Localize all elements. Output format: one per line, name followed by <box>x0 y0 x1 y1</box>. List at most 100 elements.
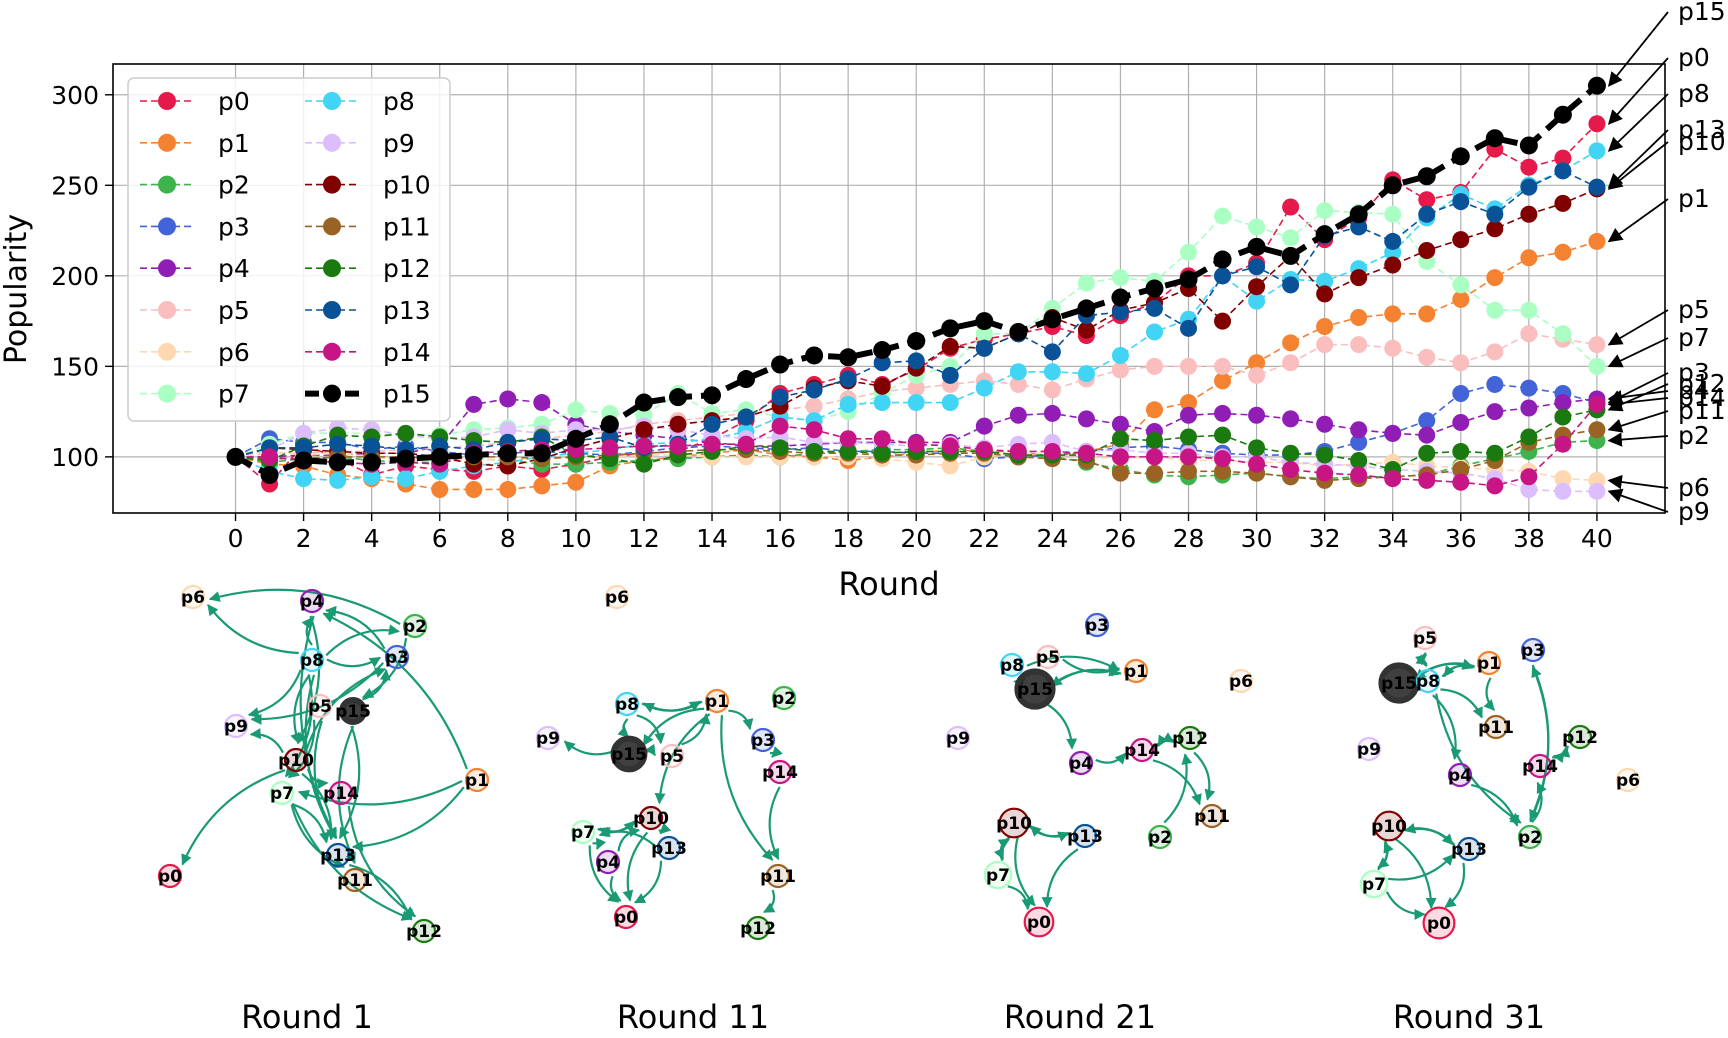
edge-p8-p5 <box>636 714 666 745</box>
node-label: p15 <box>611 745 647 765</box>
data-point-p15 <box>1247 237 1266 256</box>
data-point-p14 <box>771 417 789 435</box>
data-point-p13 <box>1554 162 1572 180</box>
data-point-p12 <box>839 442 857 460</box>
data-point-p15 <box>532 444 551 463</box>
node-p15: p15 <box>1014 668 1056 710</box>
data-point-p12 <box>1248 439 1266 457</box>
data-point-p10 <box>669 415 687 433</box>
data-point-p15 <box>294 451 313 470</box>
node-label: p13 <box>1067 827 1103 847</box>
node-label: p13 <box>320 846 356 866</box>
node-p6: p6 <box>1615 767 1641 793</box>
node-p3: p3 <box>1520 637 1546 663</box>
legend-frame <box>127 77 451 422</box>
data-point-p13 <box>703 415 721 433</box>
edge-p15-p9 <box>563 740 615 756</box>
node-p2: p2 <box>402 613 428 639</box>
edge-p5-p7 <box>287 719 316 779</box>
node-p15: p15 <box>610 735 648 773</box>
data-point-p12 <box>771 439 789 457</box>
legend-entry-p12: p12 <box>305 254 431 283</box>
data-point-p14 <box>1248 455 1266 473</box>
data-point-p14 <box>1350 466 1368 484</box>
edge-p3-p14 <box>769 746 783 758</box>
data-point-p13 <box>1248 258 1266 276</box>
node-circle <box>1476 650 1502 676</box>
data-point-p8 <box>1316 272 1334 290</box>
node-circle <box>1068 750 1094 776</box>
legend-entry-p13: p13 <box>305 296 431 325</box>
annotation-label: p9 <box>1678 497 1710 526</box>
node-circle <box>1177 725 1203 751</box>
data-point-p7 <box>567 401 585 419</box>
data-point-p5 <box>1486 343 1504 361</box>
edge-p12-p14 <box>1552 745 1569 764</box>
data-point-p13 <box>1214 267 1232 285</box>
data-point-p15 <box>873 341 892 360</box>
legend-entry-p4: p4 <box>140 254 250 283</box>
data-point-p13 <box>1350 218 1368 236</box>
data-point-p15 <box>1281 246 1300 265</box>
data-point-p15 <box>566 429 585 448</box>
data-point-p12 <box>1486 444 1504 462</box>
data-point-p0 <box>1554 149 1572 167</box>
annotation-label: p6 <box>1678 473 1710 502</box>
data-point-p4 <box>499 390 517 408</box>
node-circle <box>767 759 793 785</box>
data-point-p7 <box>1282 229 1300 247</box>
legend-marker <box>323 384 341 403</box>
node-p7: p7 <box>1359 869 1389 899</box>
edge-p7-p10 <box>1377 841 1394 871</box>
data-point-p15 <box>1043 310 1062 329</box>
data-point-p4 <box>1384 424 1402 442</box>
annotation-label: p10 <box>1678 127 1726 156</box>
data-point-p12 <box>635 455 653 473</box>
data-point-p8 <box>363 468 381 486</box>
annotation-label: p1 <box>1678 184 1710 213</box>
x-tick-label: 14 <box>696 524 728 553</box>
data-point-p1 <box>499 480 517 498</box>
edge-p8-p6 <box>207 604 299 655</box>
data-point-p15 <box>1145 279 1164 298</box>
legend-marker <box>323 259 341 278</box>
legend-entry-p2: p2 <box>140 171 250 200</box>
node-layer: p3 p8 p5 p1 p6 p15 p9 p4 p14 p12 p11 p10 p13 p2 p7 p0 <box>945 612 1254 938</box>
node-circle <box>638 805 664 831</box>
annotation-p15: p15 <box>1608 0 1726 87</box>
legend-label: p11 <box>383 212 431 241</box>
data-point-p13 <box>363 437 381 455</box>
data-point-p12 <box>805 442 823 460</box>
annotation-label: p13 <box>1678 115 1726 144</box>
legend-entry-p11: p11 <box>305 212 431 241</box>
edge-p10-p14 <box>307 768 329 790</box>
edge-p10-p13 <box>658 822 672 835</box>
node-circle <box>328 780 354 806</box>
annotation-arrow <box>1607 141 1669 190</box>
legend-label: p5 <box>218 296 250 325</box>
data-point-p14 <box>1077 444 1095 462</box>
edge-p12-p14 <box>1157 734 1177 747</box>
node-p15: p15 <box>335 697 371 725</box>
node-label: p7 <box>1362 875 1386 895</box>
annotation-p10: p10 <box>1607 127 1726 190</box>
data-point-p10 <box>1554 194 1572 212</box>
data-point-p7 <box>1486 301 1504 319</box>
series-layer <box>226 76 1606 500</box>
plot-frame <box>112 63 1666 514</box>
x-tick-label: 34 <box>1377 524 1409 553</box>
node-circle <box>535 725 561 751</box>
data-point-p8 <box>1043 363 1061 381</box>
data-point-p5 <box>907 379 925 397</box>
annotation-label: p3 <box>1678 358 1710 387</box>
data-point-p8 <box>839 395 857 413</box>
node-circle <box>1072 823 1098 849</box>
data-point-p15 <box>362 453 381 472</box>
data-point-p14 <box>1111 448 1129 466</box>
node-label: p14 <box>1124 741 1160 761</box>
data-point-p4 <box>1486 403 1504 421</box>
node-label: p0 <box>1027 913 1051 933</box>
node-p4: p4 <box>1068 750 1094 776</box>
y-axis-label: Popularity <box>0 214 34 364</box>
